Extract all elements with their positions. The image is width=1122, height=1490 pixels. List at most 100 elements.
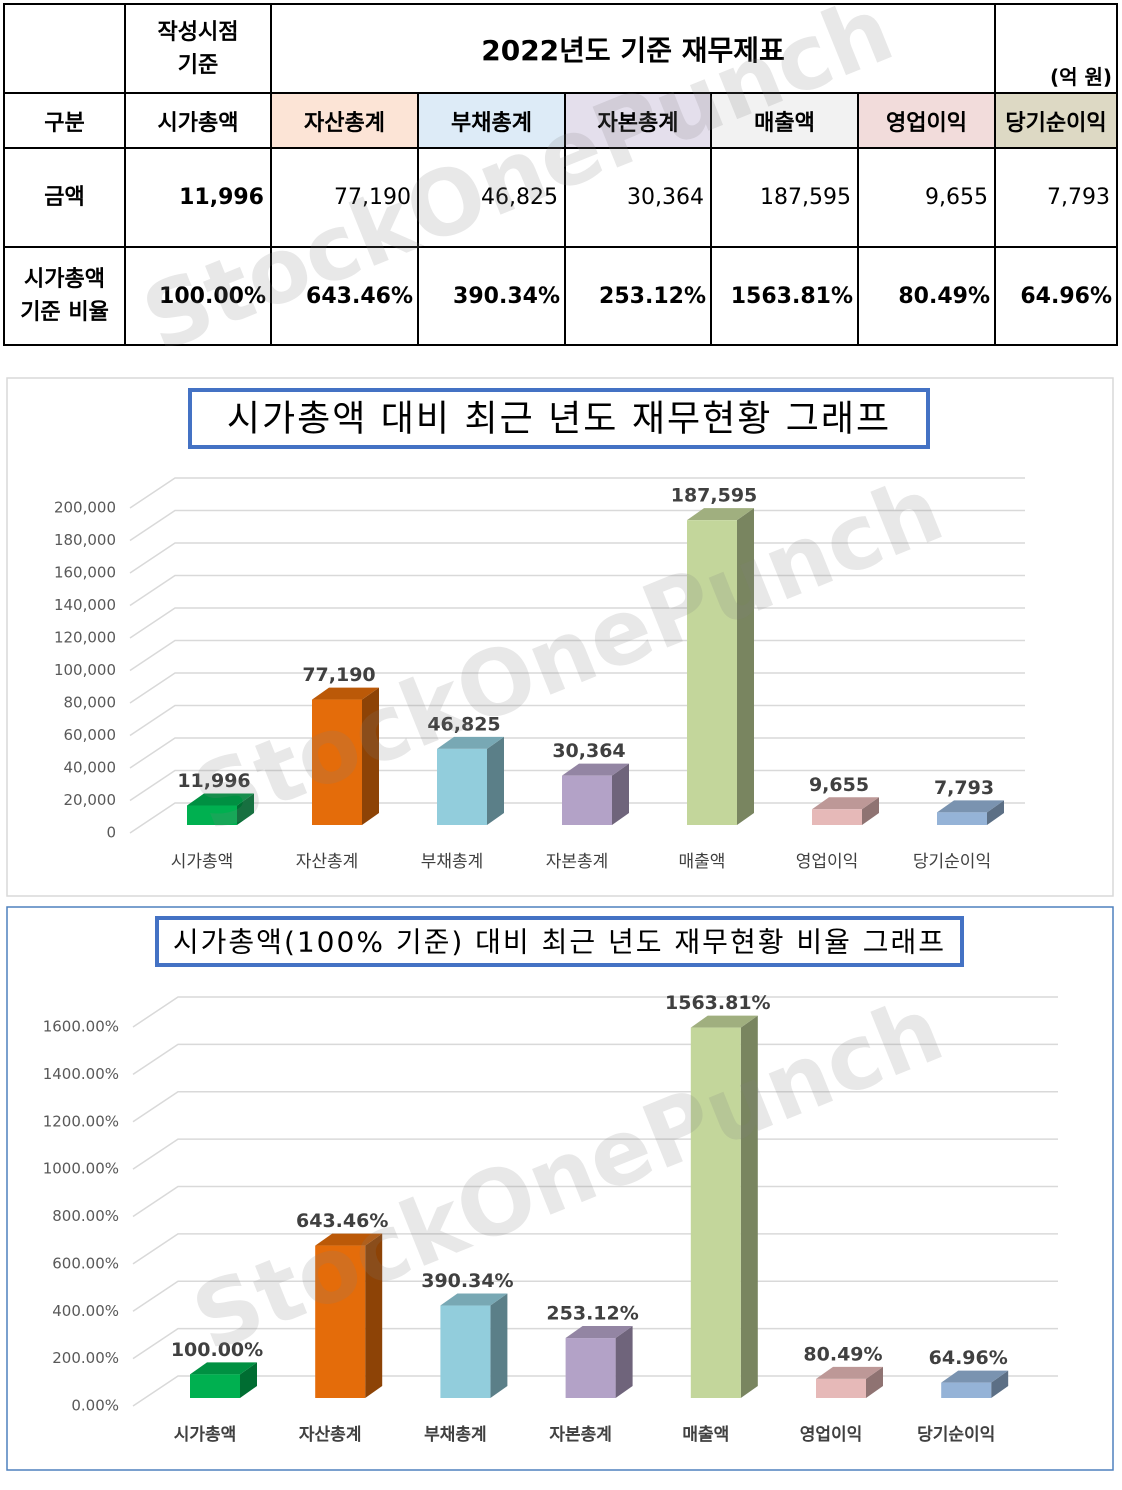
corner-label: 작성시점 기준 xyxy=(124,3,272,94)
bar-top xyxy=(816,1366,883,1379)
bar-side xyxy=(237,793,254,825)
x-tick-label: 시가총액 xyxy=(171,852,234,872)
bar xyxy=(816,1378,866,1398)
y-tick-label: 600.00% xyxy=(52,1254,119,1272)
x-tick-label: 매출액 xyxy=(682,1425,729,1445)
y-tick-label: 1400.00% xyxy=(43,1065,119,1083)
bar-top xyxy=(437,736,504,749)
bar-side xyxy=(615,1326,633,1398)
x-tick-label: 부채총계 xyxy=(424,1425,487,1445)
bar xyxy=(687,520,737,825)
text: 기준 비율 xyxy=(20,300,109,325)
x-tick-label: 당기순이익 xyxy=(917,1425,995,1445)
row-label: 금액 xyxy=(3,147,126,248)
cell: 253.12% xyxy=(564,246,712,346)
data-label: 9,655 xyxy=(809,774,869,796)
y-tick-label: 120,000 xyxy=(54,629,116,647)
grid-line xyxy=(132,1327,1058,1360)
bar-top xyxy=(562,763,629,776)
cell: 80.49% xyxy=(857,246,996,346)
cell: 9,655 xyxy=(857,147,996,248)
header-cell: 구분 xyxy=(3,92,126,149)
bar-top xyxy=(565,1326,633,1339)
y-tick-label: 400.00% xyxy=(52,1302,119,1320)
x-tick-label: 자본총계 xyxy=(549,1425,612,1445)
grid-line xyxy=(132,1138,1058,1170)
header-cell: 당기순이익 xyxy=(994,92,1118,149)
data-label: 64.96% xyxy=(929,1347,1008,1369)
bar xyxy=(187,805,237,825)
header-cell: 시가총액 xyxy=(124,92,272,149)
bar xyxy=(812,809,862,825)
data-label: 643.46% xyxy=(296,1210,388,1232)
bar-side xyxy=(487,736,504,825)
bar-top xyxy=(190,1362,257,1375)
bar xyxy=(565,1338,616,1398)
grid-line xyxy=(129,477,1025,509)
data-label: 30,364 xyxy=(552,740,625,762)
bar-top xyxy=(687,508,754,521)
y-tick-label: 180,000 xyxy=(54,531,116,549)
text: 금액 xyxy=(44,185,85,210)
bar-side xyxy=(490,1293,508,1398)
cell: 187,595 xyxy=(710,147,859,248)
y-tick-label: 60,000 xyxy=(64,726,117,744)
y-tick-label: 20,000 xyxy=(64,791,117,809)
x-tick-label: 영업이익 xyxy=(800,1425,863,1445)
bar-top xyxy=(941,1370,1009,1383)
bar xyxy=(190,1374,240,1398)
bar-top xyxy=(690,1015,758,1028)
y-tick-label: 0 xyxy=(106,824,116,842)
x-tick-label: 부채총계 xyxy=(421,852,484,872)
y-tick-label: 80,000 xyxy=(64,694,117,712)
x-tick-label: 자본총계 xyxy=(546,852,609,872)
chart-title: 시가총액(100% 기준) 대비 최근 년도 재무현황 비율 그래프 xyxy=(173,926,946,959)
watermark: StockOnePunch xyxy=(129,0,906,373)
chart-title: 시가총액 대비 최근 년도 재무현황 그래프 xyxy=(227,399,891,440)
x-tick-label: 자산총계 xyxy=(296,852,359,872)
title-box xyxy=(188,388,930,449)
header-cell: 자산총계 xyxy=(270,92,419,149)
data-label: 46,825 xyxy=(427,713,500,735)
data-label: 187,595 xyxy=(671,485,758,507)
bar-side xyxy=(365,1233,383,1398)
bar-side xyxy=(991,1370,1009,1398)
header-cell: 부채총계 xyxy=(417,92,566,149)
bar-top xyxy=(312,687,379,700)
y-tick-label: 200.00% xyxy=(52,1349,119,1367)
data-label: 77,190 xyxy=(302,664,375,686)
cell: 30,364 xyxy=(564,147,712,248)
bar-side xyxy=(612,763,629,825)
bar xyxy=(315,1245,366,1398)
data-label: 80.49% xyxy=(803,1343,882,1365)
bar-side xyxy=(240,1362,257,1398)
bar-top xyxy=(187,793,254,806)
y-tick-label: 1600.00% xyxy=(43,1018,119,1036)
bar-top xyxy=(440,1293,508,1306)
grid-line xyxy=(132,1233,1058,1265)
bar-side xyxy=(866,1366,883,1398)
grid-line xyxy=(132,1091,1058,1123)
y-tick-label: 100,000 xyxy=(54,661,116,679)
cell: 64.96% xyxy=(994,246,1118,346)
bar-top xyxy=(812,797,879,810)
y-tick-label: 1000.00% xyxy=(43,1160,119,1178)
cell: 11,996 xyxy=(124,147,272,248)
cell: 46,825 xyxy=(417,147,566,248)
header-cell: 매출액 xyxy=(710,92,859,149)
x-tick-label: 시가총액 xyxy=(174,1425,237,1445)
text: 기준 xyxy=(177,52,219,78)
data-label: 11,996 xyxy=(177,770,250,792)
data-label: 253.12% xyxy=(546,1303,638,1325)
table-title: 2022년도 기준 재무제표 xyxy=(270,3,996,94)
bar-top xyxy=(937,800,1004,813)
y-tick-label: 1200.00% xyxy=(43,1112,119,1130)
cell: 100.00% xyxy=(124,246,272,346)
text: 시가총액 xyxy=(24,267,105,292)
bar-top xyxy=(315,1233,383,1246)
bar-side xyxy=(740,1015,758,1398)
grid-line xyxy=(132,1185,1058,1218)
bar xyxy=(937,812,987,825)
